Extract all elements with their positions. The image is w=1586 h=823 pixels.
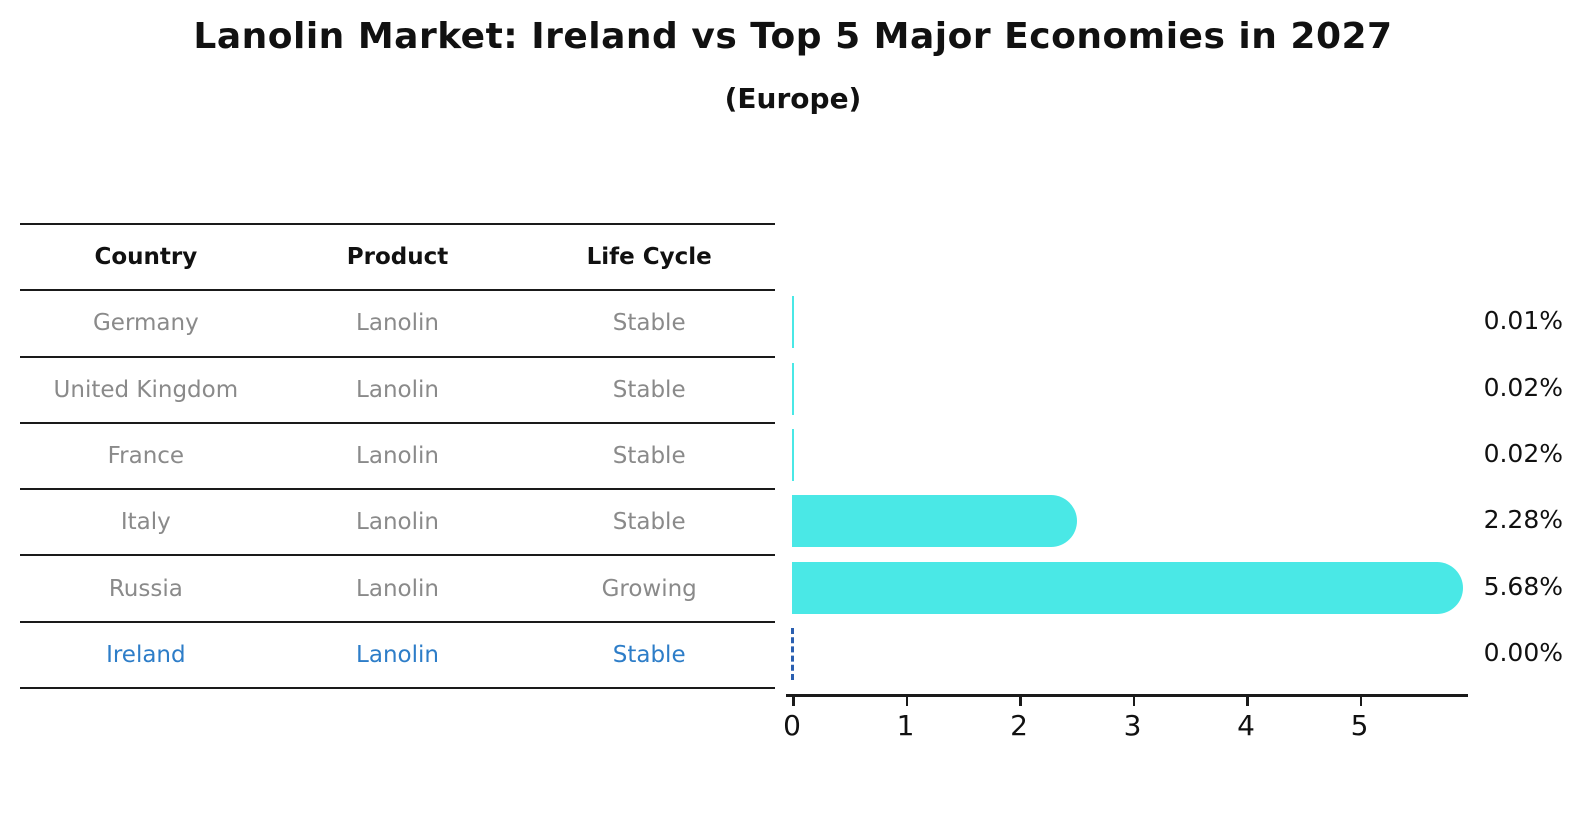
x-tick-mark	[1359, 697, 1362, 706]
col-header-life-cycle: Life Cycle	[586, 244, 712, 271]
cell-country: France	[107, 443, 185, 470]
cell-country: United Kingdom	[53, 376, 239, 403]
cell-country: Russia	[108, 575, 183, 602]
col-header-product: Product	[346, 244, 449, 271]
value-label: 5.68%	[1483, 571, 1563, 601]
value-label: 0.00%	[1483, 637, 1563, 667]
chart-title: Lanolin Market: Ireland vs Top 5 Major E…	[193, 16, 1393, 57]
x-tick-mark	[1246, 697, 1249, 706]
x-axis-line	[786, 694, 1468, 697]
bar-germany	[792, 296, 794, 349]
value-label: 0.02%	[1483, 439, 1563, 469]
bar-united-kingdom	[792, 362, 795, 415]
x-tick-mark	[1019, 697, 1022, 706]
cell-life-cycle: Stable	[612, 376, 686, 403]
cell-product: Lanolin	[356, 509, 439, 536]
bar-italy	[792, 495, 1077, 548]
highlight-zero-marker	[791, 627, 794, 680]
cell-product: Lanolin	[356, 641, 439, 668]
bar-france	[792, 429, 795, 482]
table-body: Germany Lanolin Stable United Kingdom Lanoli…	[20, 291, 775, 690]
x-tick-label: 4	[1237, 709, 1255, 742]
table-row: Russia Lanolin Growing	[20, 556, 775, 623]
x-tick-label: 0	[783, 709, 801, 742]
table-header-row: Country Product Life Cycle	[20, 225, 775, 292]
cell-product: Lanolin	[356, 575, 439, 602]
x-tick-mark	[1132, 697, 1135, 706]
cell-life-cycle: Stable	[612, 509, 686, 536]
value-label: 2.28%	[1483, 505, 1563, 535]
x-tick-mark	[792, 697, 795, 706]
x-tick-label: 1	[896, 709, 915, 742]
country-table: Country Product Life Cycle Germany Lanoli…	[20, 223, 775, 690]
chart-subtitle: (Europe)	[724, 82, 862, 115]
table-row: Italy Lanolin Stable	[20, 490, 775, 557]
cell-life-cycle: Stable	[612, 443, 686, 470]
cell-country: Ireland	[106, 641, 186, 668]
x-tick-label: 3	[1123, 709, 1142, 742]
cell-product: Lanolin	[356, 310, 439, 337]
bar-russia	[792, 561, 1463, 614]
value-label: 0.01%	[1483, 306, 1563, 336]
table-row: United Kingdom Lanolin Stable	[20, 358, 775, 424]
cell-life-cycle: Stable	[612, 310, 686, 337]
table-row: Ireland Lanolin Stable	[20, 623, 775, 690]
x-tick-label: 2	[1010, 709, 1028, 742]
table-row: France Lanolin Stable	[20, 424, 775, 491]
cell-life-cycle: Growing	[601, 575, 697, 602]
cell-product: Lanolin	[356, 376, 439, 403]
cell-life-cycle: Stable	[612, 641, 686, 668]
x-tick-label: 5	[1350, 709, 1369, 742]
col-header-country: Country	[94, 244, 198, 271]
value-label: 0.02%	[1483, 372, 1563, 402]
cell-country: Italy	[120, 509, 171, 536]
x-tick-mark	[905, 697, 908, 706]
cell-product: Lanolin	[356, 443, 439, 470]
cell-country: Germany	[92, 310, 199, 337]
table-row: Germany Lanolin Stable	[20, 291, 775, 358]
